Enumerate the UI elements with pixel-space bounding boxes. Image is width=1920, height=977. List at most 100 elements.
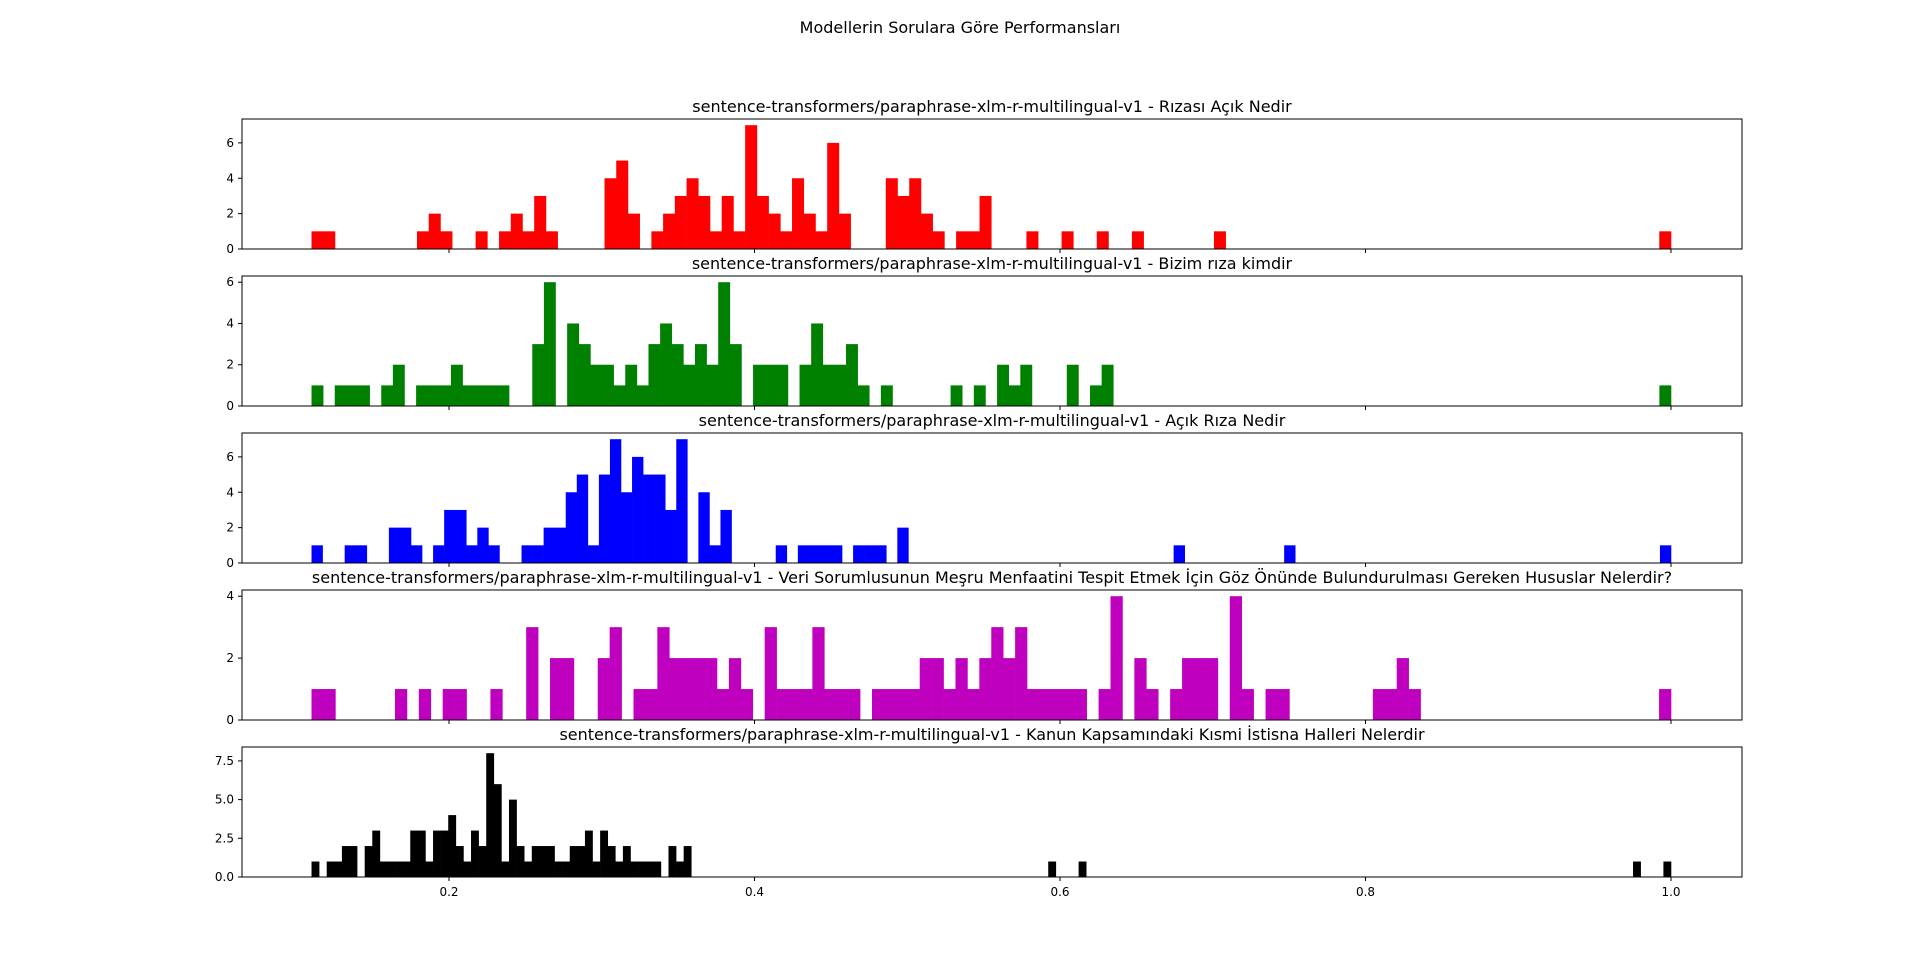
histogram-bar — [885, 178, 898, 249]
histogram-bar — [516, 846, 525, 877]
histogram-bar — [698, 195, 711, 249]
histogram-bar — [720, 509, 732, 563]
histogram-bar — [733, 231, 746, 249]
histogram-bar — [1229, 596, 1242, 720]
histogram-bar — [950, 385, 963, 406]
histogram-bar — [613, 385, 626, 406]
histogram-bar — [1663, 861, 1672, 877]
histogram-bar — [834, 364, 847, 406]
histogram-bar — [997, 364, 1009, 406]
histogram-bar — [729, 344, 742, 406]
histogram-bar — [522, 231, 535, 249]
axes-frame — [241, 275, 1743, 407]
histogram-bar — [534, 195, 547, 249]
histogram-bar — [932, 231, 945, 249]
histogram-bar — [1026, 231, 1039, 249]
y-tick-label: 0 — [226, 399, 234, 413]
histogram-bar — [836, 689, 849, 720]
axes-frame — [241, 118, 1743, 250]
histogram-bar — [653, 861, 662, 877]
histogram-bar — [1020, 364, 1033, 406]
histogram-bar — [694, 344, 707, 406]
histogram-bar — [1384, 689, 1398, 720]
y-tick-label: 2 — [226, 358, 234, 372]
histogram-bar — [590, 364, 603, 406]
histogram-bar — [387, 861, 396, 877]
y-tick-label: 4 — [226, 171, 234, 185]
histogram-bar — [392, 364, 405, 406]
histogram-bar — [497, 385, 510, 406]
histogram-bar — [728, 658, 742, 720]
histogram-bar — [410, 830, 419, 877]
histogram-bar — [622, 846, 631, 877]
histogram-bar — [663, 213, 676, 249]
histogram-bar — [326, 861, 335, 877]
histogram-bar — [372, 830, 381, 877]
histogram-bar — [895, 689, 909, 720]
histogram-bar — [1408, 689, 1421, 720]
histogram-bar — [364, 846, 373, 877]
histogram-bar — [311, 545, 323, 563]
y-tick-label: 2.5 — [215, 831, 234, 845]
histogram-bar — [554, 861, 563, 877]
histogram-bar — [577, 846, 586, 877]
histogram-bar — [1027, 689, 1040, 720]
histogram-bar — [1078, 861, 1087, 877]
histogram-bar — [609, 439, 622, 563]
histogram-bar — [764, 364, 777, 406]
histogram-bar — [417, 231, 430, 249]
histogram-bar — [991, 627, 1004, 720]
histogram-bar — [1170, 689, 1183, 720]
histogram-bar — [344, 545, 357, 563]
histogram-bar — [532, 545, 544, 563]
histogram-bar — [1096, 231, 1109, 249]
histogram-bar — [349, 846, 358, 877]
histogram-bar — [1066, 364, 1079, 406]
panel-title: sentence-transformers/paraphrase-xlm-r-m… — [692, 254, 1293, 273]
histogram-bar — [311, 689, 324, 720]
histogram-bar — [334, 861, 343, 877]
histogram-bar — [427, 385, 440, 406]
histogram-bar — [543, 282, 556, 406]
histogram-bar — [439, 385, 452, 406]
histogram-bar — [450, 364, 463, 406]
histogram-bar — [621, 492, 633, 563]
histogram-bar — [698, 492, 710, 563]
histogram-bar — [909, 178, 922, 249]
histogram-bar — [569, 846, 578, 877]
y-tick-label: 2 — [226, 207, 234, 221]
histogram-bar — [524, 861, 533, 877]
axes-frame — [241, 746, 1743, 878]
histogram-bar — [550, 658, 563, 720]
histogram-bar — [1131, 231, 1144, 249]
histogram-bar — [444, 509, 456, 563]
histogram-bar — [955, 658, 968, 720]
histogram-bar — [1110, 596, 1123, 720]
histogram-bar — [334, 385, 347, 406]
histogram-bar — [1098, 689, 1111, 720]
histogram-bar — [1038, 689, 1052, 720]
histogram-bar — [808, 545, 821, 563]
histogram-bar — [709, 231, 723, 249]
histogram-bar — [475, 231, 488, 249]
histogram-bar — [1015, 627, 1028, 720]
histogram-bar — [388, 527, 401, 563]
histogram-bar — [602, 364, 614, 406]
histogram-bar — [657, 627, 670, 720]
histogram-bar — [395, 861, 403, 877]
histogram-bar — [411, 545, 423, 563]
histogram-bar — [607, 846, 616, 877]
histogram-bar — [857, 385, 870, 406]
histogram-bar — [1061, 231, 1074, 249]
histogram-bar — [576, 474, 589, 563]
histogram-bar — [531, 846, 540, 877]
histogram-bar — [323, 689, 336, 720]
histogram-bar — [740, 689, 754, 720]
histogram-bar — [645, 689, 658, 720]
histogram-bar — [681, 658, 694, 720]
histogram-bar — [1396, 658, 1409, 720]
histogram-bar — [897, 195, 910, 249]
panel-title: sentence-transformers/paraphrase-xlm-r-m… — [559, 725, 1425, 744]
histogram-bar — [920, 213, 933, 249]
histogram-bar — [630, 861, 639, 877]
